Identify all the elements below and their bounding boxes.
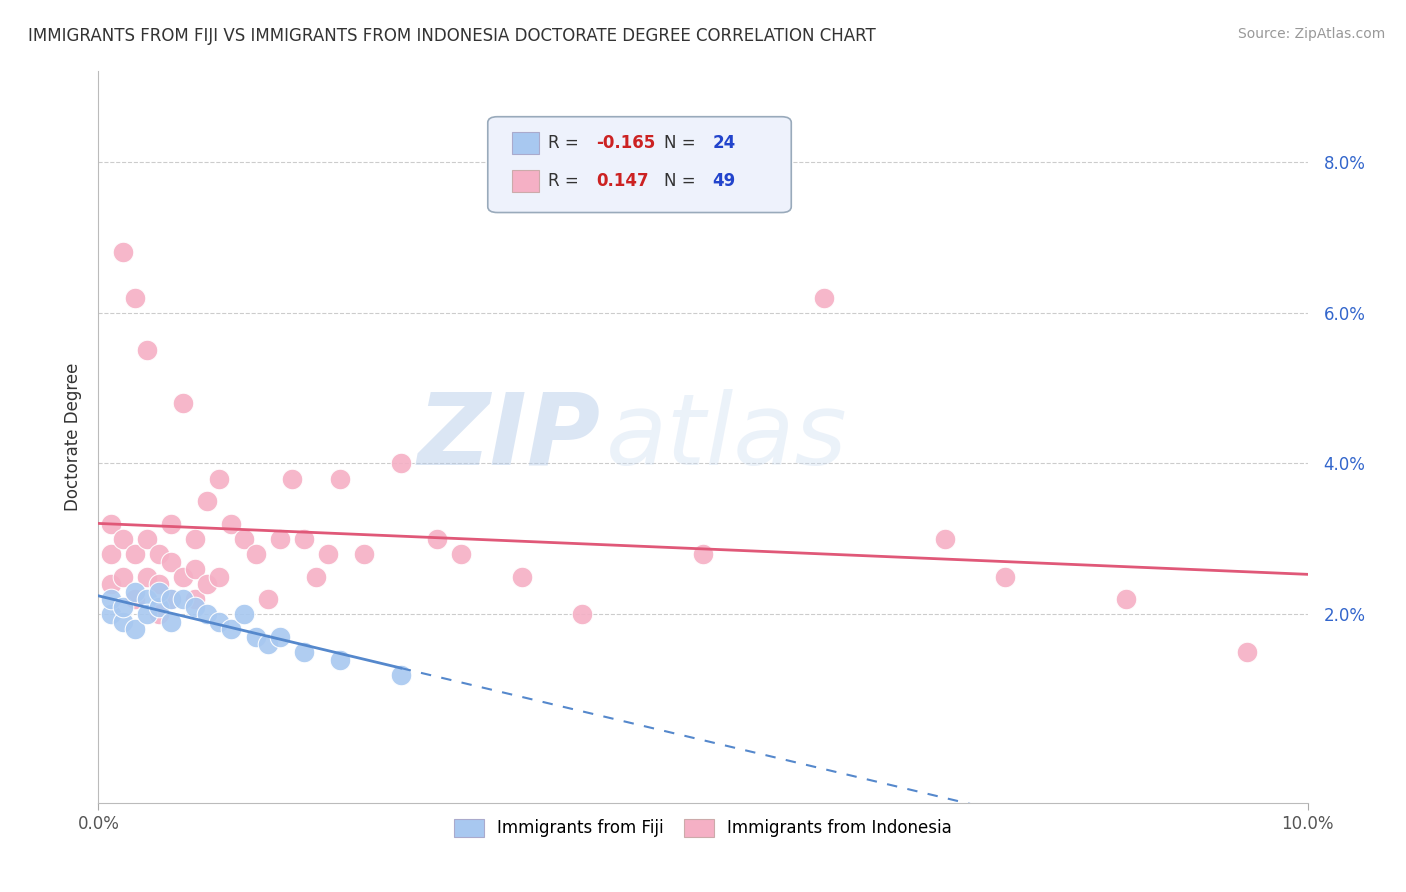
- Point: [100, 547, 122, 561]
- Point: [256, 637, 278, 651]
- Point: [100, 516, 122, 531]
- Point: [160, 592, 183, 607]
- Point: [160, 554, 183, 568]
- Point: [510, 569, 533, 583]
- Point: [245, 547, 267, 561]
- Point: [184, 562, 207, 576]
- Point: [111, 615, 134, 629]
- Point: [135, 607, 157, 622]
- Point: [135, 532, 157, 546]
- Point: [1115, 592, 1137, 607]
- Point: [172, 569, 194, 583]
- Point: [389, 457, 412, 471]
- Point: [256, 592, 278, 607]
- Point: [184, 599, 207, 614]
- Point: [148, 547, 170, 561]
- Point: [813, 291, 835, 305]
- Point: [184, 532, 207, 546]
- Text: 49: 49: [713, 172, 735, 190]
- Point: [135, 569, 157, 583]
- Text: IMMIGRANTS FROM FIJI VS IMMIGRANTS FROM INDONESIA DOCTORATE DEGREE CORRELATION C: IMMIGRANTS FROM FIJI VS IMMIGRANTS FROM …: [28, 27, 876, 45]
- Point: [269, 532, 291, 546]
- FancyBboxPatch shape: [512, 132, 538, 154]
- Point: [316, 547, 339, 561]
- Point: [692, 547, 714, 561]
- Point: [184, 592, 207, 607]
- Point: [124, 291, 146, 305]
- Text: 0.147: 0.147: [596, 172, 650, 190]
- Point: [292, 532, 315, 546]
- Point: [160, 615, 183, 629]
- Point: [100, 607, 122, 622]
- Point: [124, 592, 146, 607]
- Point: [232, 532, 254, 546]
- Point: [111, 532, 134, 546]
- Text: N =: N =: [664, 172, 702, 190]
- Point: [148, 599, 170, 614]
- Point: [389, 667, 412, 681]
- Point: [571, 607, 593, 622]
- Point: [195, 494, 218, 508]
- Point: [329, 652, 352, 666]
- Point: [292, 645, 315, 659]
- Point: [195, 577, 218, 591]
- Point: [245, 630, 267, 644]
- Point: [172, 592, 194, 607]
- Point: [305, 569, 328, 583]
- Point: [329, 471, 352, 485]
- Text: R =: R =: [548, 172, 585, 190]
- Point: [160, 592, 183, 607]
- Point: [172, 396, 194, 410]
- Point: [148, 607, 170, 622]
- Text: atlas: atlas: [606, 389, 848, 485]
- Text: N =: N =: [664, 134, 702, 152]
- Point: [195, 607, 218, 622]
- Point: [135, 592, 157, 607]
- Point: [221, 623, 243, 637]
- Point: [934, 532, 956, 546]
- FancyBboxPatch shape: [488, 117, 792, 212]
- Point: [426, 532, 449, 546]
- Point: [221, 516, 243, 531]
- Point: [124, 584, 146, 599]
- Point: [111, 599, 134, 614]
- FancyBboxPatch shape: [512, 170, 538, 192]
- Point: [160, 516, 183, 531]
- Point: [208, 471, 231, 485]
- Text: R =: R =: [548, 134, 585, 152]
- Point: [208, 615, 231, 629]
- Point: [269, 630, 291, 644]
- Point: [232, 607, 254, 622]
- Y-axis label: Doctorate Degree: Doctorate Degree: [63, 363, 82, 511]
- Point: [111, 569, 134, 583]
- Point: [148, 584, 170, 599]
- Point: [353, 547, 375, 561]
- Point: [1236, 645, 1258, 659]
- Point: [135, 343, 157, 358]
- Point: [124, 547, 146, 561]
- Point: [148, 577, 170, 591]
- Point: [100, 592, 122, 607]
- Text: Source: ZipAtlas.com: Source: ZipAtlas.com: [1237, 27, 1385, 41]
- Text: 24: 24: [713, 134, 735, 152]
- Point: [994, 569, 1017, 583]
- Point: [100, 577, 122, 591]
- Point: [450, 547, 472, 561]
- Point: [111, 245, 134, 260]
- Text: -0.165: -0.165: [596, 134, 655, 152]
- Point: [281, 471, 304, 485]
- Text: ZIP: ZIP: [418, 389, 600, 485]
- Point: [208, 569, 231, 583]
- Legend: Immigrants from Fiji, Immigrants from Indonesia: Immigrants from Fiji, Immigrants from In…: [446, 810, 960, 846]
- Point: [124, 623, 146, 637]
